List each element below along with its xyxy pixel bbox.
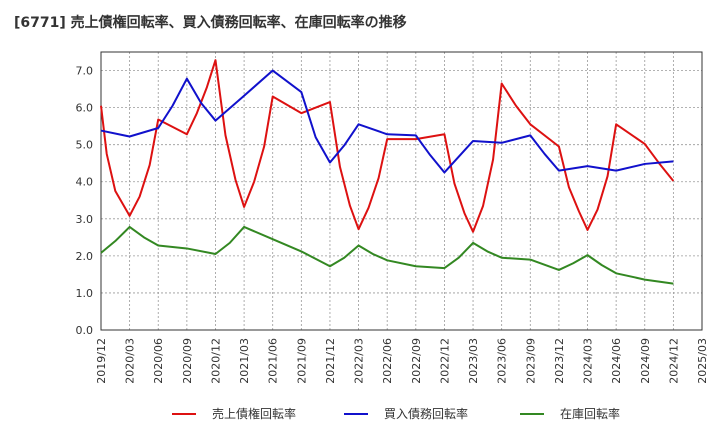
x-tick-label: 2021/09	[295, 338, 308, 384]
y-tick-label: 7.0	[76, 65, 94, 78]
x-tick-label: 2023/03	[467, 338, 480, 384]
series-line-1	[100, 59, 675, 233]
x-tick-label: 2020/06	[152, 338, 165, 384]
x-tick-label: 2020/12	[209, 338, 222, 384]
chart-title: [6771] 売上債権回転率、買入債務回転率、在庫回転率の推移	[14, 15, 407, 31]
y-tick-label: 6.0	[76, 102, 94, 115]
x-tick-label: 2022/09	[410, 338, 423, 384]
y-tick-label: 4.0	[76, 176, 94, 189]
plot-area	[101, 52, 702, 330]
x-tick-label: 2022/03	[353, 338, 366, 384]
x-tick-label: 2024/06	[610, 338, 623, 384]
x-tick-label: 2024/03	[582, 338, 595, 384]
legend-label-3: 在庫回転率	[560, 406, 620, 421]
x-tick-label: 2024/09	[639, 338, 652, 384]
legend-label-2: 買入債務回転率	[384, 406, 468, 421]
x-tick-label: 2020/03	[124, 338, 137, 384]
x-tick-label: 2023/12	[553, 338, 566, 384]
x-tick-label: 2022/06	[381, 338, 394, 384]
x-tick-label: 2021/12	[324, 338, 337, 384]
series-line-3	[100, 225, 674, 285]
series-line-2	[100, 69, 674, 174]
x-tick-label: 2025/03	[696, 338, 709, 384]
x-tick-label: 2020/09	[181, 338, 194, 384]
y-tick-label: 5.0	[76, 139, 94, 152]
y-tick-label: 3.0	[76, 213, 94, 226]
x-tick-label: 2023/06	[496, 338, 509, 384]
x-tick-label: 2023/09	[524, 338, 537, 384]
legend-label-1: 売上債権回転率	[212, 406, 296, 421]
x-tick-label: 2019/12	[95, 338, 108, 384]
plot-border	[100, 51, 703, 331]
x-tick-label: 2021/03	[238, 338, 251, 384]
y-tick-label: 0.0	[76, 324, 94, 337]
x-tick-label: 2021/06	[267, 338, 280, 384]
y-tick-label: 2.0	[76, 250, 94, 263]
x-tick-label: 2024/12	[667, 338, 680, 384]
x-tick-label: 2022/12	[438, 338, 451, 384]
y-tick-label: 1.0	[76, 287, 94, 300]
